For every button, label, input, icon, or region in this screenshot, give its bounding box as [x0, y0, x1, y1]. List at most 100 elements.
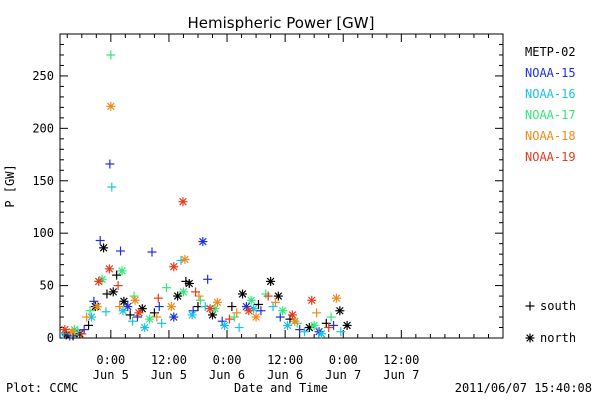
north-data-point — [178, 197, 188, 207]
south-data-point — [89, 296, 99, 306]
north-data-point — [180, 254, 190, 264]
south-data-point — [95, 236, 105, 246]
south-data-point — [85, 306, 95, 316]
legend-entry: NOAA-17 — [525, 108, 576, 122]
south-data-point — [270, 297, 280, 307]
south-data-point — [232, 308, 242, 318]
x-tick-time-label: 0:00 — [329, 353, 358, 367]
north-data-point — [251, 312, 261, 322]
south-data-point — [82, 312, 92, 322]
x-tick-date-label: Jun 6 — [267, 368, 303, 382]
south-data-point — [263, 291, 273, 301]
south-data-point — [312, 308, 322, 318]
y-axis-ticks: 0 50 100 150 200 250 — [32, 33, 503, 345]
north-data-point — [108, 287, 118, 297]
plot-timestamp: 2011/06/07 15:40:08 — [455, 381, 592, 395]
south-data-point — [324, 323, 334, 333]
north-data-point — [342, 320, 352, 330]
south-data-point — [229, 312, 239, 322]
south-data-point — [102, 289, 112, 299]
north-data-point — [173, 291, 183, 301]
north-data-point — [99, 243, 109, 253]
north-marker-symbol — [525, 333, 535, 343]
south-data-point — [162, 283, 172, 293]
north-data-point — [273, 291, 283, 301]
north-data-point — [316, 329, 326, 339]
south-data-point — [329, 320, 339, 330]
south-data-point — [234, 323, 244, 333]
legend-entry: METP-02 — [525, 45, 576, 59]
north-data-point — [244, 306, 254, 316]
y-tick-label: 150 — [32, 174, 54, 188]
north-data-point — [166, 302, 176, 312]
south-data-point — [152, 312, 162, 322]
north-data-point — [331, 293, 341, 303]
south-data-point — [113, 281, 123, 291]
plot-frame — [59, 33, 504, 339]
south-data-point — [149, 308, 159, 318]
south-data-point — [153, 293, 163, 303]
legend-entry: NOAA-15 — [525, 66, 576, 80]
north-data-point — [119, 296, 129, 306]
north-data-point — [184, 278, 194, 288]
south-data-point — [275, 312, 285, 322]
north-data-point — [266, 276, 276, 286]
x-tick-date-label: Jun 6 — [209, 368, 245, 382]
south-data-point — [116, 246, 126, 256]
south-data-point — [125, 310, 135, 320]
south-data-point — [268, 302, 278, 312]
south-data-point — [261, 289, 271, 299]
legend: METP-02 NOAA-15 NOAA-16 NOAA-17 NOAA-18 NOAA-… — [525, 45, 576, 164]
plot-credit: Plot: CCMC — [6, 381, 78, 395]
north-data-point — [104, 264, 114, 274]
south-data-point — [321, 318, 331, 328]
south-data-point — [191, 287, 201, 297]
north-data-point — [134, 308, 144, 318]
south-data-point — [203, 274, 213, 284]
north-data-point — [307, 295, 317, 305]
x-tick-time-label: 12:00 — [267, 353, 303, 367]
x-tick-date-label: Jun 7 — [383, 368, 419, 382]
north-data-point — [140, 323, 150, 333]
north-data-point — [278, 306, 288, 316]
south-data-point — [295, 325, 305, 335]
x-tick-time-label: 12:00 — [151, 353, 187, 367]
north-data-point — [130, 295, 140, 305]
data-points — [58, 50, 352, 341]
chart-title: Hemispheric Power [GW] — [188, 14, 375, 32]
y-tick-label: 200 — [32, 121, 54, 135]
north-data-point — [60, 325, 70, 335]
south-data-point — [157, 318, 167, 328]
south-data-point — [112, 270, 122, 280]
north-data-point — [94, 276, 104, 286]
north-data-point — [198, 237, 208, 247]
y-tick-label: 0 — [47, 331, 54, 345]
marker-key-label: north — [540, 331, 576, 345]
x-tick-date-label: Jun 5 — [151, 368, 187, 382]
marker-key-label: south — [540, 299, 576, 313]
north-data-point — [92, 302, 102, 312]
north-data-point — [67, 327, 77, 337]
south-data-point — [101, 307, 111, 317]
north-data-point — [169, 262, 179, 272]
y-tick-label: 100 — [32, 226, 54, 240]
y-tick-label: 250 — [32, 69, 54, 83]
south-data-point — [227, 302, 237, 312]
x-tick-time-label: 12:00 — [383, 353, 419, 367]
north-data-point — [106, 101, 116, 111]
x-axis-label: Date and Time — [234, 381, 328, 395]
north-data-point — [246, 295, 256, 305]
south-data-point — [107, 182, 117, 192]
legend-entry: NOAA-16 — [525, 87, 576, 101]
south-marker-symbol — [525, 301, 535, 311]
marker-key: south north — [525, 299, 576, 345]
north-data-point — [335, 306, 345, 316]
south-data-point — [128, 316, 138, 326]
north-data-point — [178, 287, 188, 297]
y-axis-label: P [GW] — [3, 164, 17, 207]
south-data-point — [154, 302, 164, 312]
x-tick-date-label: Jun 5 — [93, 368, 129, 382]
south-data-point — [77, 329, 87, 339]
north-data-point — [220, 320, 230, 330]
